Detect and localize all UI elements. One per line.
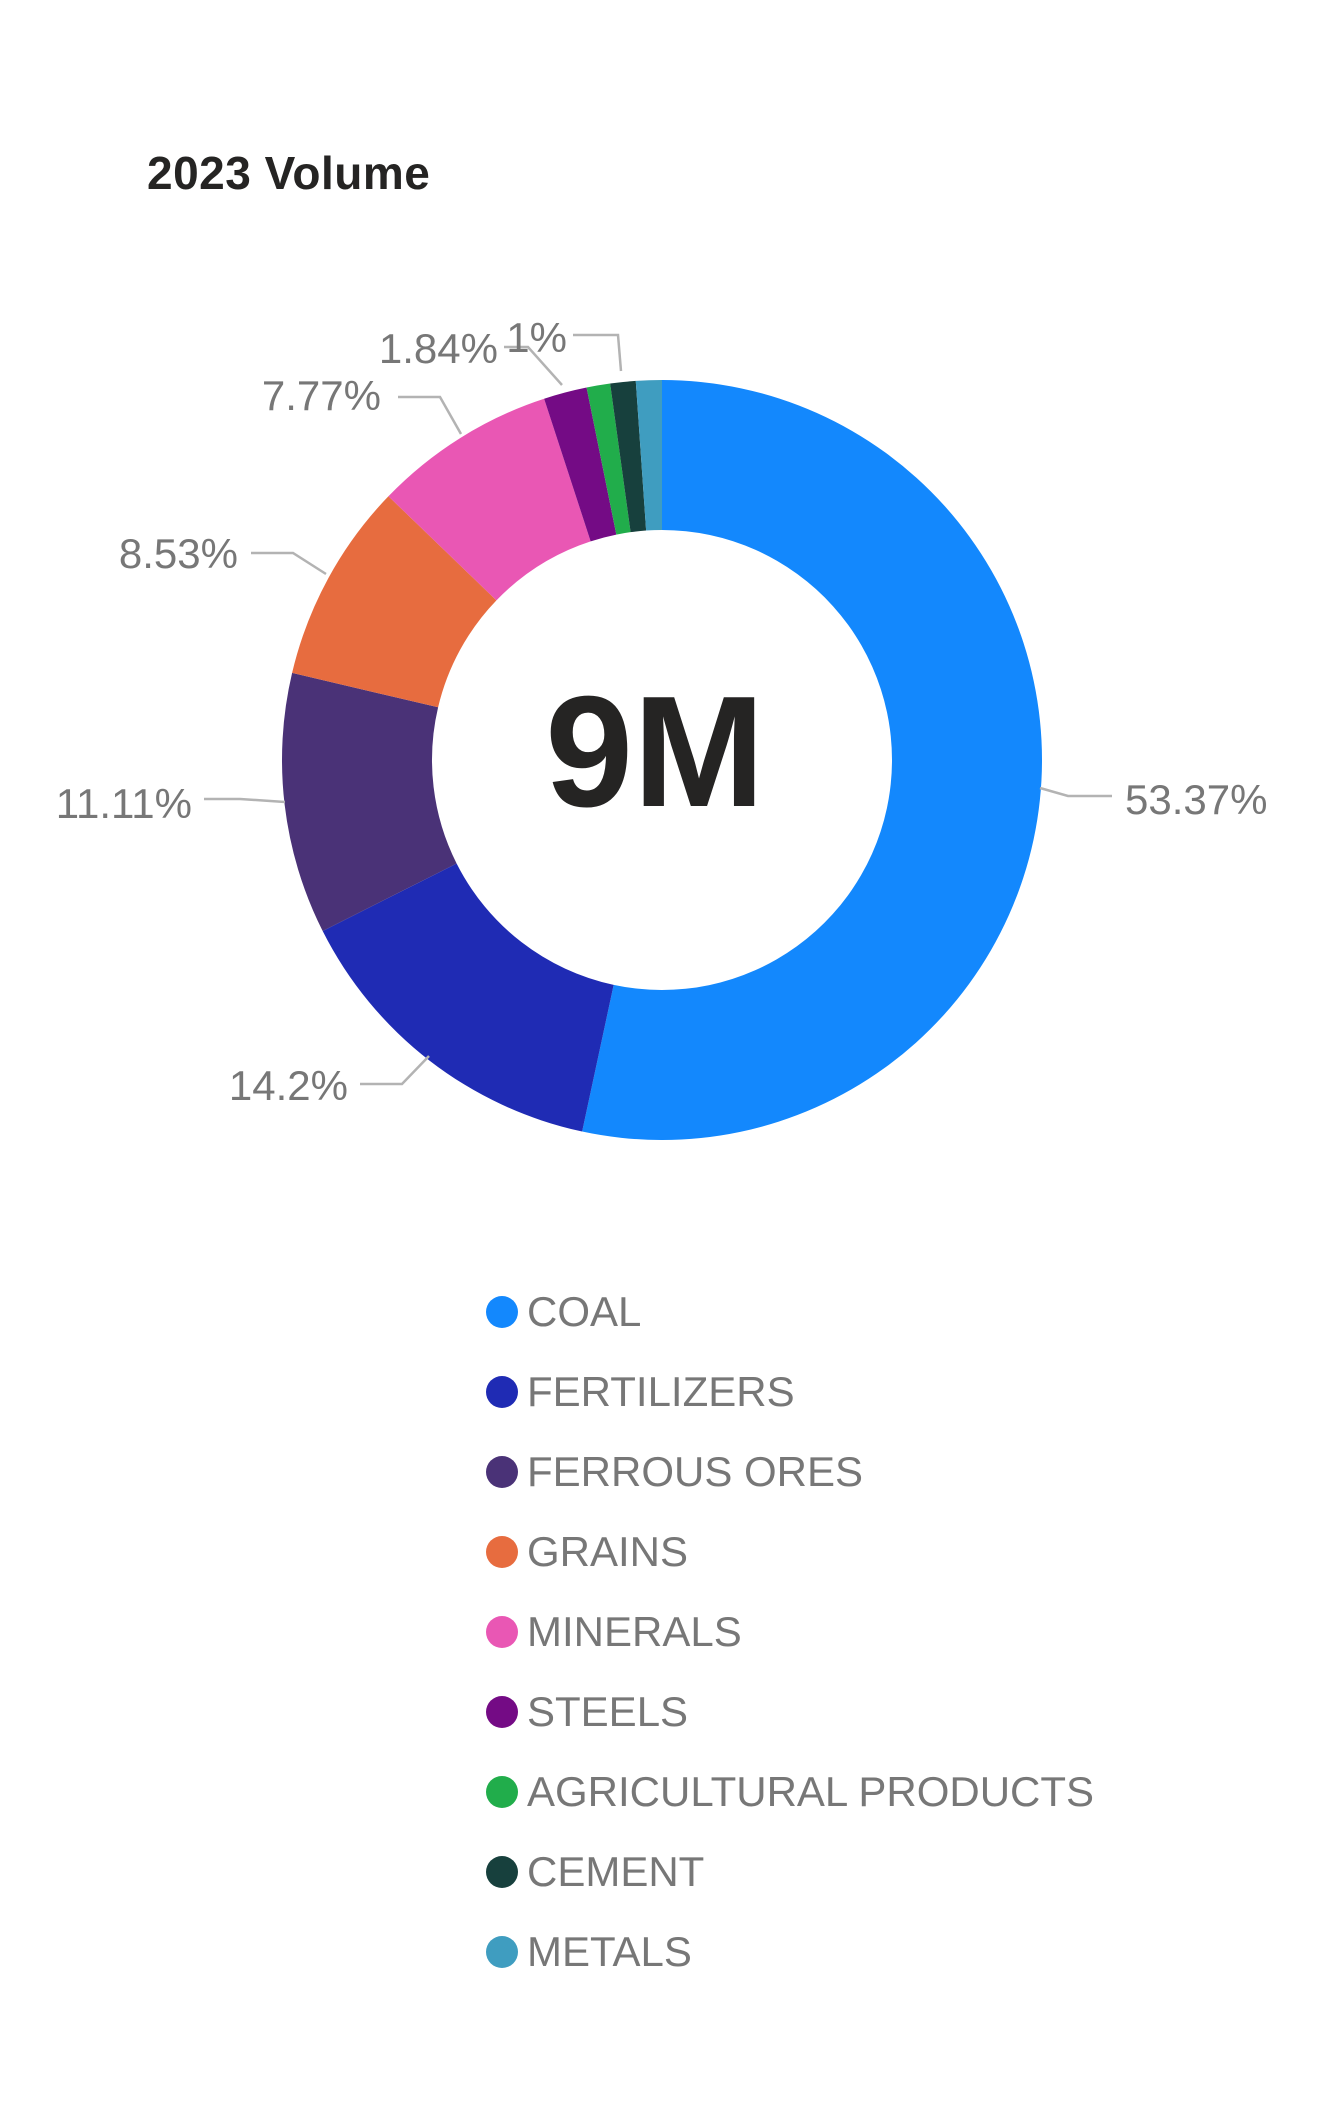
- legend-label: FERROUS ORES: [527, 1448, 864, 1495]
- donut-slice-steels[interactable]: [544, 387, 617, 542]
- donut-slice-fertilizers[interactable]: [322, 863, 614, 1132]
- legend-label: GRAINS: [527, 1528, 689, 1575]
- chart-title: 2023 Volume: [147, 147, 431, 199]
- legend-dot: [486, 1616, 518, 1648]
- donut-slice-ferrous-ores[interactable]: [281, 672, 457, 932]
- donut-slice-cement[interactable]: [610, 380, 647, 533]
- legend-item-steels[interactable]: STEELS: [486, 1672, 1094, 1752]
- percent-label-fertilizers: 14.2%: [229, 1062, 348, 1109]
- donut-slice-minerals[interactable]: [388, 398, 591, 601]
- percent-label-coal: 53.37%: [1125, 776, 1267, 823]
- label-leader-line: [1039, 786, 1112, 798]
- donut-slice-agricultural-products[interactable]: [586, 383, 631, 535]
- donut-slice-metals[interactable]: [635, 380, 662, 531]
- legend-item-agricultural-products[interactable]: AGRICULTURAL PRODUCTS: [486, 1752, 1094, 1832]
- legend-item-minerals[interactable]: MINERALS: [486, 1592, 1094, 1672]
- legend-item-coal[interactable]: COAL: [486, 1272, 1094, 1352]
- donut-slice-grains[interactable]: [292, 496, 497, 708]
- legend-item-cement[interactable]: CEMENT: [486, 1832, 1094, 1912]
- legend-dot: [486, 1776, 518, 1808]
- legend-label: MINERALS: [527, 1608, 742, 1655]
- percent-label-grains: 8.53%: [119, 530, 238, 577]
- label-leader-line: [204, 797, 286, 804]
- legend-label: COAL: [527, 1288, 642, 1335]
- legend-dot: [486, 1856, 518, 1888]
- label-leader-line: [360, 1055, 430, 1086]
- chart-legend: COAL FERTILIZERS FERROUS ORES GRAINS MINERAL…: [486, 1272, 1094, 1992]
- percent-label-steels: 1.84%: [379, 325, 498, 372]
- label-leader-line: [251, 551, 327, 576]
- legend-label: STEELS: [527, 1688, 689, 1735]
- legend-dot: [486, 1696, 518, 1728]
- legend-item-fertilizers[interactable]: FERTILIZERS: [486, 1352, 1094, 1432]
- legend-dot: [486, 1296, 518, 1328]
- label-leader-line: [504, 345, 563, 386]
- donut-slice-coal[interactable]: [582, 380, 1042, 1140]
- legend-label: FERTILIZERS: [527, 1368, 795, 1415]
- legend-item-metals[interactable]: METALS: [486, 1912, 1094, 1992]
- legend-item-ferrous-ores[interactable]: FERROUS ORES: [486, 1432, 1094, 1512]
- percent-label-minerals: 7.77%: [262, 372, 381, 419]
- donut-center-total: 9M: [545, 664, 765, 840]
- percent-label-ferrous-ores: 11.11%: [56, 780, 192, 827]
- legend-dot: [486, 1376, 518, 1408]
- legend-dot: [486, 1936, 518, 1968]
- label-leader-line: [398, 395, 463, 435]
- percent-label-agricultural-products: 1%: [506, 314, 567, 361]
- legend-dot: [486, 1456, 518, 1488]
- legend-label: CEMENT: [527, 1848, 705, 1895]
- legend-label: AGRICULTURAL PRODUCTS: [527, 1768, 1095, 1815]
- legend-item-grains[interactable]: GRAINS: [486, 1512, 1094, 1592]
- legend-dot: [486, 1536, 518, 1568]
- legend-label: METALS: [527, 1928, 692, 1975]
- label-leader-line: [573, 333, 623, 372]
